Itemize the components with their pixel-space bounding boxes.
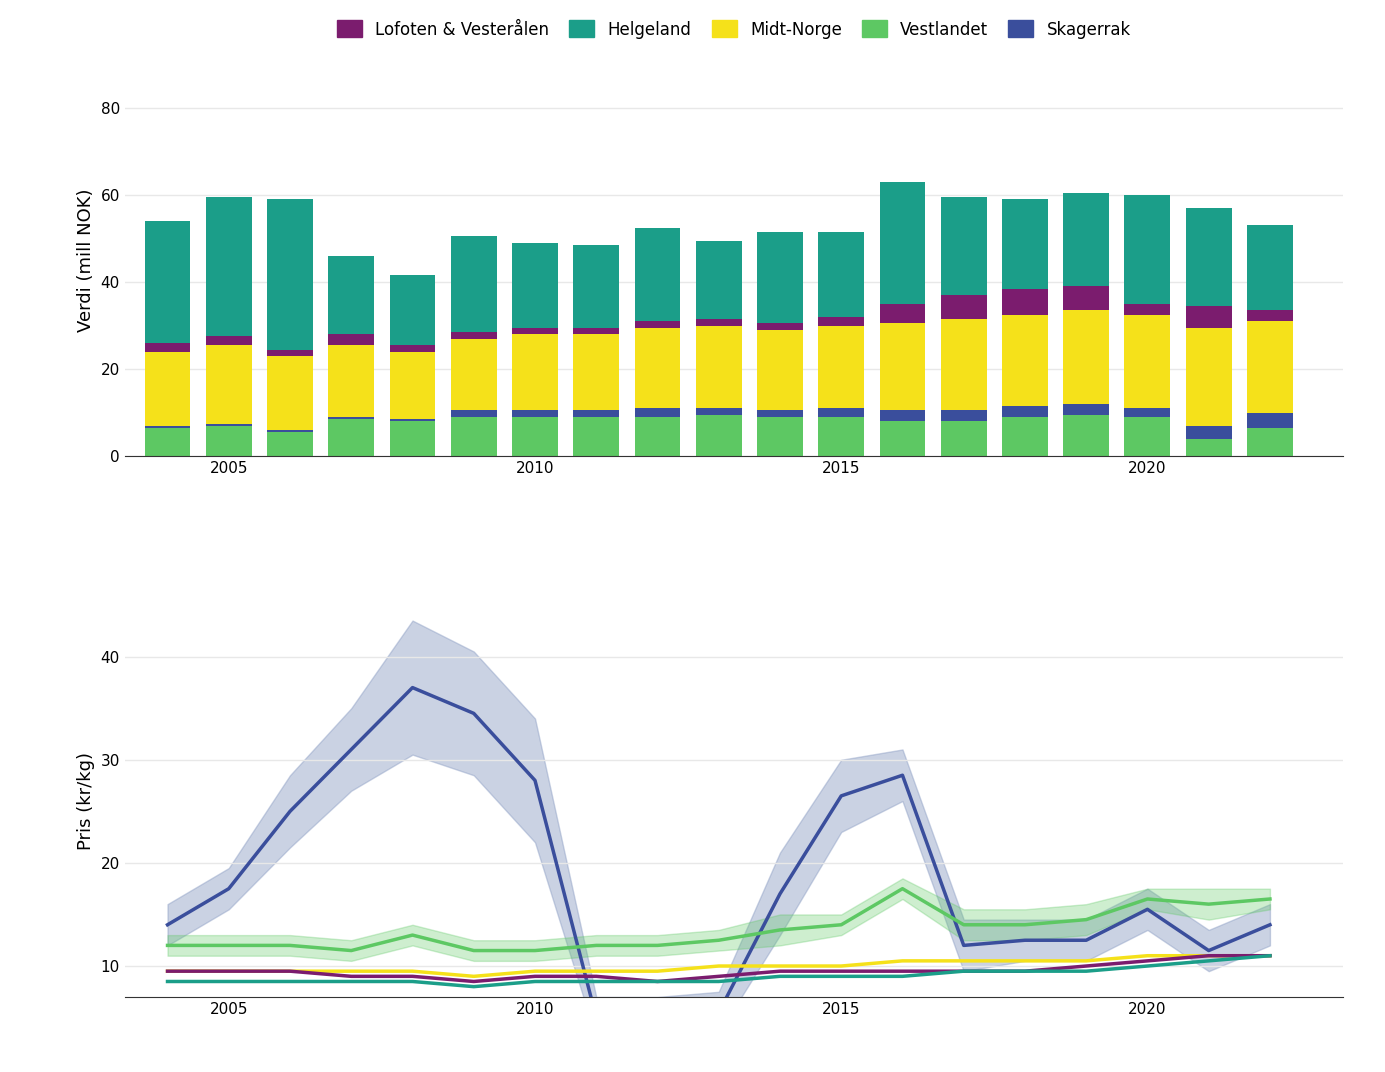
Bar	[1186, 328, 1231, 426]
Bar	[573, 411, 619, 417]
Bar	[758, 417, 803, 457]
Bar	[328, 256, 374, 334]
Bar	[144, 426, 191, 428]
Bar	[1001, 199, 1048, 288]
Bar	[450, 332, 497, 339]
Bar	[634, 408, 680, 417]
Bar	[328, 345, 374, 417]
Bar	[328, 334, 374, 345]
Bar	[940, 421, 986, 457]
Bar	[879, 411, 925, 421]
Bar	[206, 345, 252, 423]
Bar	[758, 324, 803, 330]
Bar	[1125, 195, 1170, 303]
Bar	[512, 328, 558, 334]
Bar	[1246, 225, 1294, 310]
Bar	[1186, 306, 1231, 328]
Bar	[695, 240, 742, 319]
Bar	[389, 276, 435, 345]
Bar	[634, 417, 680, 457]
Bar	[389, 419, 435, 421]
Bar	[1064, 415, 1109, 457]
Bar	[206, 197, 252, 337]
Bar	[879, 324, 925, 411]
Bar	[1064, 286, 1109, 310]
Bar	[819, 232, 864, 317]
Bar	[1125, 408, 1170, 417]
Bar	[267, 430, 313, 432]
Bar	[450, 411, 497, 417]
Bar	[1064, 193, 1109, 286]
Bar	[819, 317, 864, 326]
Bar	[1125, 303, 1170, 315]
Bar	[450, 236, 497, 332]
Bar	[695, 408, 742, 415]
Bar	[389, 345, 435, 352]
Bar	[512, 243, 558, 328]
Bar	[1125, 417, 1170, 457]
Bar	[758, 411, 803, 417]
Bar	[695, 319, 742, 326]
Bar	[879, 303, 925, 324]
Bar	[144, 352, 191, 426]
Bar	[1001, 288, 1048, 315]
Bar	[267, 349, 313, 356]
Bar	[573, 417, 619, 457]
Bar	[1064, 404, 1109, 415]
Bar	[819, 408, 864, 417]
Bar	[512, 334, 558, 411]
Bar	[1186, 438, 1231, 457]
Bar	[144, 428, 191, 457]
Bar	[758, 232, 803, 324]
Y-axis label: Pris (kr/kg): Pris (kr/kg)	[76, 753, 94, 850]
Bar	[1001, 315, 1048, 406]
Bar	[389, 352, 435, 419]
Bar	[267, 432, 313, 457]
Bar	[328, 419, 374, 457]
Bar	[634, 322, 680, 328]
Bar	[634, 328, 680, 408]
Y-axis label: Verdi (mill NOK): Verdi (mill NOK)	[76, 189, 94, 332]
Bar	[512, 417, 558, 457]
Bar	[1001, 406, 1048, 417]
Bar	[1186, 426, 1231, 438]
Bar	[940, 411, 986, 421]
Bar	[328, 417, 374, 419]
Bar	[1125, 315, 1170, 408]
Bar	[144, 343, 191, 352]
Bar	[389, 421, 435, 457]
Bar	[573, 245, 619, 328]
Bar	[819, 326, 864, 408]
Bar	[1064, 310, 1109, 404]
Bar	[206, 423, 252, 426]
Bar	[1246, 310, 1294, 322]
Bar	[450, 339, 497, 411]
Bar	[940, 319, 986, 411]
Bar	[573, 334, 619, 411]
Bar	[879, 182, 925, 303]
Bar	[1246, 413, 1294, 428]
Bar	[1246, 428, 1294, 457]
Bar	[1186, 208, 1231, 306]
Bar	[879, 421, 925, 457]
Bar	[695, 415, 742, 457]
Legend: Lofoten & Vesterålen, Helgeland, Midt-Norge, Vestlandet, Skagerrak: Lofoten & Vesterålen, Helgeland, Midt-No…	[331, 14, 1137, 45]
Bar	[267, 356, 313, 430]
Bar	[267, 199, 313, 349]
Bar	[144, 221, 191, 343]
Bar	[819, 417, 864, 457]
Bar	[695, 326, 742, 408]
Bar	[1001, 417, 1048, 457]
Bar	[940, 295, 986, 319]
Bar	[1246, 322, 1294, 413]
Bar	[450, 417, 497, 457]
Bar	[634, 227, 680, 322]
Bar	[758, 330, 803, 411]
Bar	[573, 328, 619, 334]
Bar	[512, 411, 558, 417]
Bar	[206, 337, 252, 345]
Bar	[206, 426, 252, 457]
Bar	[940, 197, 986, 295]
